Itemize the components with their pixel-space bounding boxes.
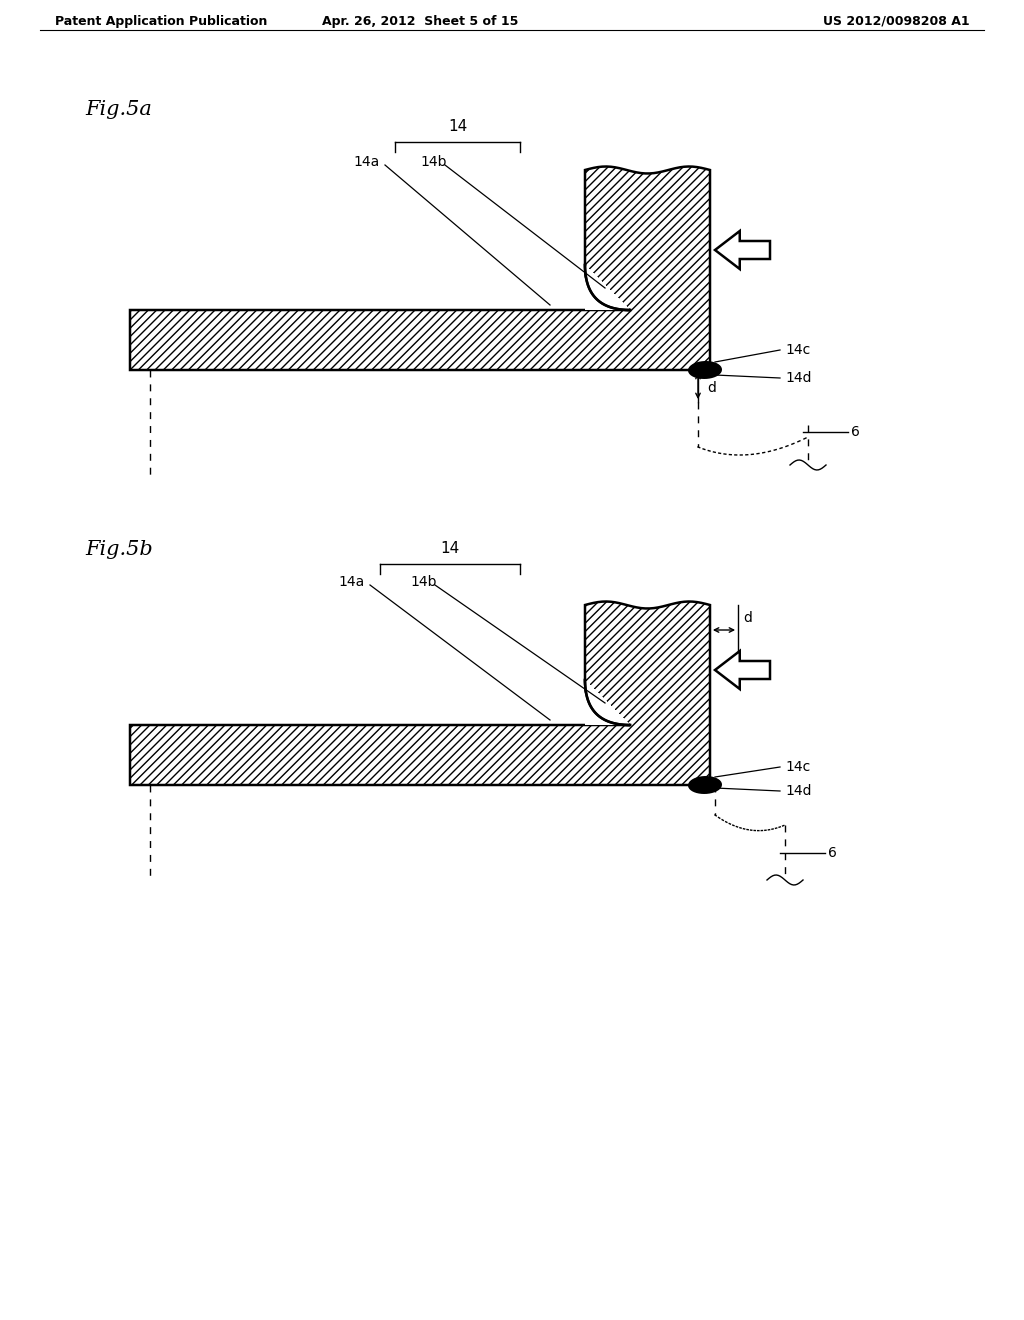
Text: US 2012/0098208 A1: US 2012/0098208 A1 xyxy=(823,15,970,28)
Text: 14b: 14b xyxy=(410,576,436,589)
Text: 6: 6 xyxy=(851,425,860,440)
Polygon shape xyxy=(715,651,770,689)
Text: 14: 14 xyxy=(440,541,460,556)
Polygon shape xyxy=(130,166,710,370)
Text: 14d: 14d xyxy=(785,784,811,799)
Polygon shape xyxy=(689,777,721,793)
Polygon shape xyxy=(689,362,721,378)
Text: 14: 14 xyxy=(447,119,467,135)
Polygon shape xyxy=(130,602,710,785)
Text: Fig.5b: Fig.5b xyxy=(85,540,153,558)
Text: Patent Application Publication: Patent Application Publication xyxy=(55,15,267,28)
Text: 14a: 14a xyxy=(353,154,380,169)
Text: d: d xyxy=(743,611,752,624)
Polygon shape xyxy=(585,265,630,310)
Text: Fig.5a: Fig.5a xyxy=(85,100,152,119)
Text: 14b: 14b xyxy=(420,154,446,169)
Polygon shape xyxy=(715,231,770,269)
Text: 14c: 14c xyxy=(785,343,810,356)
Text: 6: 6 xyxy=(828,846,837,861)
Polygon shape xyxy=(585,680,630,725)
Text: Apr. 26, 2012  Sheet 5 of 15: Apr. 26, 2012 Sheet 5 of 15 xyxy=(322,15,518,28)
Text: d: d xyxy=(707,381,716,395)
Text: 14d: 14d xyxy=(785,371,811,385)
Text: 14a: 14a xyxy=(339,576,365,589)
Text: 14c: 14c xyxy=(785,760,810,774)
